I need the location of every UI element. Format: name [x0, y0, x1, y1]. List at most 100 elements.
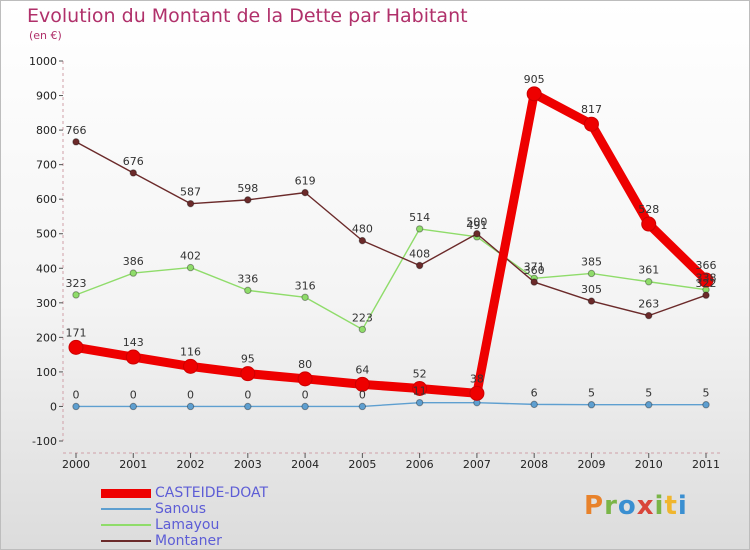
data-point-casteide-doat — [469, 385, 485, 401]
data-label-casteide-doat: 528 — [638, 203, 659, 216]
data-point-montaner — [244, 196, 252, 204]
series-line-casteide-doat — [71, 89, 711, 398]
data-point-montaner — [415, 261, 424, 270]
data-label-montaner: 619 — [295, 175, 316, 188]
data-point-montaner — [587, 297, 596, 305]
data-label-lamayou: 514 — [409, 211, 430, 224]
x-tick-label: 2002 — [177, 458, 205, 471]
data-label-lamayou: 361 — [638, 264, 659, 277]
data-label-sanous: 0 — [187, 388, 194, 401]
data-point-casteide-doat — [125, 349, 141, 365]
data-label-casteide-doat: 64 — [355, 363, 369, 376]
data-point-casteide-doat — [68, 339, 84, 355]
data-point-lamayou — [587, 269, 596, 278]
data-label-montaner: 500 — [466, 216, 487, 229]
logo-letter: x — [636, 491, 655, 521]
series-casteide-doat — [68, 86, 714, 401]
series-line-lamayou — [75, 228, 707, 331]
data-label-montaner: 360 — [524, 264, 545, 277]
x-tick-label: 2011 — [692, 458, 720, 471]
data-label-lamayou: 491 — [466, 219, 487, 232]
proxiti-logo: Proxiti — [584, 491, 688, 521]
data-label-lamayou: 316 — [295, 279, 316, 292]
logo-letter: o — [617, 491, 637, 521]
y-tick-label: 800 — [36, 124, 57, 137]
series-line-sanous — [75, 401, 707, 408]
data-label-sanous: 5 — [588, 387, 595, 400]
data-label-sanous: 0 — [244, 388, 251, 401]
data-point-casteide-doat — [698, 272, 714, 288]
data-point-sanous — [358, 402, 367, 411]
data-label-montaner: 480 — [352, 223, 373, 236]
y-tick-label: 600 — [36, 193, 57, 206]
data-point-montaner — [301, 188, 309, 197]
data-point-sanous — [72, 402, 80, 411]
data-label-montaner: 322 — [696, 277, 717, 290]
data-point-lamayou — [358, 325, 367, 334]
axes: -100010020030040050060070080090010002000… — [29, 55, 721, 471]
data-point-lamayou — [129, 269, 137, 277]
data-point-sanous — [129, 402, 137, 411]
data-label-lamayou: 338 — [696, 272, 717, 285]
data-point-montaner — [72, 138, 80, 146]
data-point-sanous — [530, 400, 538, 409]
data-label-casteide-doat: 143 — [123, 336, 144, 349]
data-label-sanous: 6 — [531, 386, 538, 399]
legend-label-casteide-doat: CASTEIDE-DOAT — [155, 485, 269, 501]
data-label-montaner: 263 — [638, 298, 659, 311]
y-tick-label: 900 — [36, 90, 57, 103]
y-tick-label: -100 — [32, 435, 57, 448]
data-label-montaner: 598 — [237, 182, 258, 195]
x-tick-label: 2007 — [463, 458, 491, 471]
data-point-montaner — [473, 230, 481, 238]
data-label-sanous: 0 — [130, 388, 137, 401]
data-point-montaner — [129, 169, 137, 177]
data-point-casteide-doat — [641, 216, 657, 232]
data-label-lamayou: 402 — [180, 250, 201, 263]
data-point-lamayou — [645, 278, 653, 286]
logo-letter: t — [664, 491, 678, 521]
data-point-lamayou — [72, 291, 80, 299]
data-label-casteide-doat: 366 — [696, 259, 717, 272]
data-label-casteide-doat: 116 — [180, 345, 201, 358]
x-tick-label: 2005 — [348, 458, 376, 471]
legend-label-montaner: Montaner — [155, 533, 222, 549]
legend-swatch-montaner — [101, 540, 151, 542]
data-label-sanous: 5 — [645, 387, 652, 400]
data-label-casteide-doat: 817 — [581, 103, 602, 116]
legend-item-lamayou: Lamayou — [101, 517, 361, 533]
data-label-casteide-doat: 80 — [298, 358, 312, 371]
data-point-lamayou — [186, 263, 195, 272]
legend-item-montaner: Montaner — [101, 533, 361, 549]
data-point-casteide-doat — [526, 86, 542, 102]
data-point-casteide-doat — [183, 358, 199, 374]
legend: CASTEIDE-DOAT Sanous Lamayou Montaner — [101, 485, 361, 549]
data-label-lamayou: 371 — [524, 260, 545, 273]
data-point-sanous — [186, 402, 195, 411]
y-tick-label: 200 — [36, 331, 57, 344]
data-point-sanous — [301, 402, 309, 411]
data-label-lamayou: 385 — [581, 255, 602, 268]
data-label-montaner: 408 — [409, 248, 430, 261]
logo-letter: P — [584, 491, 605, 521]
data-label-sanous: 0 — [73, 388, 80, 401]
x-tick-label: 2010 — [635, 458, 663, 471]
x-tick-label: 2004 — [291, 458, 319, 471]
data-point-sanous — [702, 401, 710, 409]
data-point-casteide-doat — [297, 371, 313, 387]
x-tick-label: 2009 — [577, 458, 605, 471]
y-tick-label: 100 — [36, 366, 57, 379]
data-label-casteide-doat: 171 — [66, 326, 87, 339]
data-point-montaner — [702, 291, 710, 299]
logo-letter: r — [604, 491, 618, 521]
data-label-sanous: 11 — [413, 385, 427, 398]
data-label-casteide-doat: 52 — [413, 367, 427, 380]
data-point-montaner — [645, 311, 653, 320]
data-label-lamayou: 323 — [66, 277, 87, 290]
data-point-casteide-doat — [240, 366, 256, 382]
data-point-lamayou — [301, 293, 309, 301]
logo-letter: i — [677, 491, 688, 521]
